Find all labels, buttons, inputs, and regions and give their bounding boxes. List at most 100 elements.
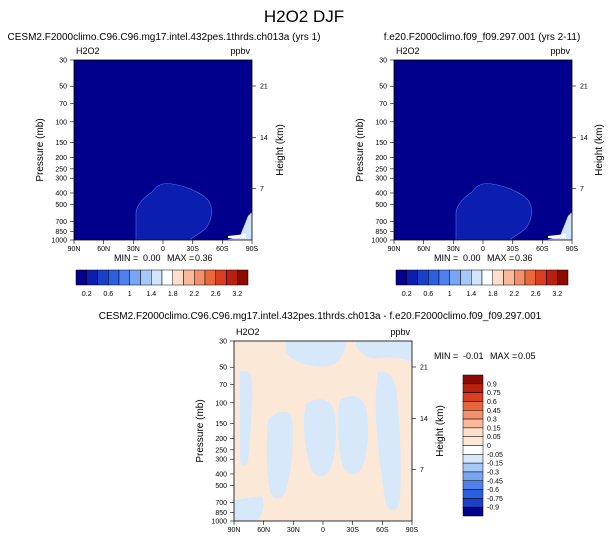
panel-2-variable: H2O2 [396,46,420,56]
panel-1-units: ppbv [230,46,250,56]
panel-1-ylabel: Pressure (mb) [35,118,46,181]
panel-1-xtick-label: 90S [246,246,259,253]
neg-patch-far-right [375,371,401,511]
panel-2-y-ticks: 30 50 70 100 150 200 250 300 400 500 700 850 1000 [371,58,394,245]
panel-2-colorbar-swatch [503,269,515,286]
panel-3-colorbar-label: -0.05 [487,452,503,459]
panel-3-colorbar-swatch [462,462,484,473]
panel-3-ytick-label: 30 [219,339,227,346]
panel-1-height-ticks: 21 14 7 [252,84,268,193]
panel-3-ylabel-right: Height (km) [435,405,446,457]
panel-3-colorbar-swatch [462,489,484,499]
panel-2-xtick-label: 30N [447,246,460,253]
panel-2-xtick-label: 30S [506,246,519,253]
panel-3-colorbar-label: 0.05 [487,434,501,441]
panel-1-colorbar-swatch [215,269,227,286]
panel-1-colorbar-label: 2.6 [211,291,221,298]
panel-1-region-near-surface-south-edge [228,234,246,238]
panel-1-region-near-surface-south [226,212,252,240]
panel-3-colorbar-swatch [462,410,484,420]
panel-1-xtick-label: 60N [97,246,110,253]
panel-2-colorbar-swatch [546,269,558,286]
panel-2: f.e20.F2000climo.f09_f09.297.001 (yrs 2-… [355,32,605,298]
panel-3-y-ticks: 30 50 70 100 150 200 250 300 400 500 700 850 1000 [211,339,234,526]
panel-1-min-label: MIN = [114,253,138,263]
panel-1-colorbar-swatch [226,269,238,286]
panel-2-field [394,60,572,240]
panel-2-ytick-label: 100 [375,119,387,126]
panel-3-colorbar-swatch [462,445,484,455]
panel-1-colorbar-label: 1 [128,291,132,298]
panel-1-ytick-label: 70 [59,101,67,108]
panel-1-ytick-label: 850 [55,229,67,236]
panel-1-ytick-label: 50 [59,84,67,91]
panel-2-region-near-surface-south-edge [548,234,566,238]
panel-2-colorbar-label: 2.6 [531,291,541,298]
panel-2-colorbar-swatch [557,269,569,286]
panel-3-ytick-label: 250 [215,447,227,454]
panel-3-x-ticks: 90N 60N 30N 0 30S 60S 90S [228,521,419,534]
panel-1-colorbar: 0.2 0.6 1 1.4 1.8 2.2 2.6 3.2 [75,269,249,298]
panel-2-max-value: 0.36 [515,253,533,263]
panel-2-colorbar-swatch [406,269,418,286]
panel-3-xtick-label: 60N [257,527,270,534]
panel-2-ytick-label: 500 [375,202,387,209]
panel-2-colorbar-swatch [481,269,493,286]
panel-2-xtick-label: 0 [481,246,485,253]
panel-3-xtick-label: 90N [228,527,241,534]
panel-2-colorbar-label: 0.6 [423,291,433,298]
panel-3-colorbar-swatch [462,392,484,402]
panel-1-ytick-label: 300 [55,176,67,183]
panel-1-colorbar-label: 2.2 [189,291,199,298]
panel-2-ytick-label: 250 [375,166,387,173]
panel-2-region-near-surface-south [546,212,572,240]
panel-3-xtick-label: 30S [346,527,359,534]
panel-1-colorbar-swatch [118,269,130,286]
panel-1-max-value: 0.36 [195,253,213,263]
panel-2-colorbar-swatch [438,269,450,286]
panel-1-xtick-label: 30S [186,246,199,253]
panel-3-min-label: MIN = [434,351,458,361]
panel-3-colorbar-swatch [462,454,484,464]
panel-2-colorbar-swatch [417,269,429,286]
panel-1-min-value: 0.00 [143,253,161,263]
panel-3-ytick-label: 100 [215,400,227,407]
panel-3-variable: H2O2 [236,327,260,337]
neg-patch-left-band [266,411,293,499]
panel-1-max-label: MAX = [167,253,194,263]
panel-2-colorbar-swatch [524,269,536,286]
panel-2-colorbar-swatch [514,269,526,286]
panel-3-colorbar-label: -0.3 [487,469,499,476]
panel-3-colorbar-label: 0.75 [487,390,501,397]
panel-2-htick-label: 7 [580,186,584,193]
panel-1-ytick-label: 250 [55,166,67,173]
panel-2-htick-label: 14 [580,135,588,142]
panel-1-colorbar-label: 1.4 [146,291,156,298]
panel-3-title: CESM2.F2000climo.C96.C96.mg17.intel.432p… [99,311,542,322]
panel-3-xtick-label: 60S [376,527,389,534]
panel-1-x-ticks: 90N 60N 30N 0 30S 60S 90S [68,240,259,253]
panel-2-units: ppbv [550,46,570,56]
panel-3-ytick-label: 200 [215,436,227,443]
panel-1-xtick-label: 0 [161,246,165,253]
panel-1-xtick-label: 30N [127,246,140,253]
panel-2-xtick-label: 90S [566,246,579,253]
panel-2-ylabel: Pressure (mb) [355,118,366,181]
panel-2-colorbar-label: 2.2 [509,291,519,298]
panel-1-xtick-label: 90N [68,246,81,253]
panel-2-colorbar-label: 1.8 [488,291,498,298]
panel-2-colorbar-label: 0.2 [402,291,412,298]
panel-2-min-value: 0.00 [463,253,481,263]
panel-1-ytick-label: 700 [55,219,67,226]
panel-3-ylabel: Pressure (mb) [195,399,206,462]
panel-2-colorbar-swatch [471,269,483,286]
panel-1-colorbar-swatch [237,269,249,286]
panel-1-ytick-label: 100 [55,119,67,126]
panel-1-colorbar-swatch [172,269,184,286]
panel-2-region-tropical-lower [455,183,532,240]
panel-1-colorbar-swatch [183,269,195,286]
panel-1-ylabel-right: Height (km) [275,124,286,176]
panel-1-colorbar-label: 0.2 [82,291,92,298]
panel-3-htick-label: 14 [420,416,428,423]
